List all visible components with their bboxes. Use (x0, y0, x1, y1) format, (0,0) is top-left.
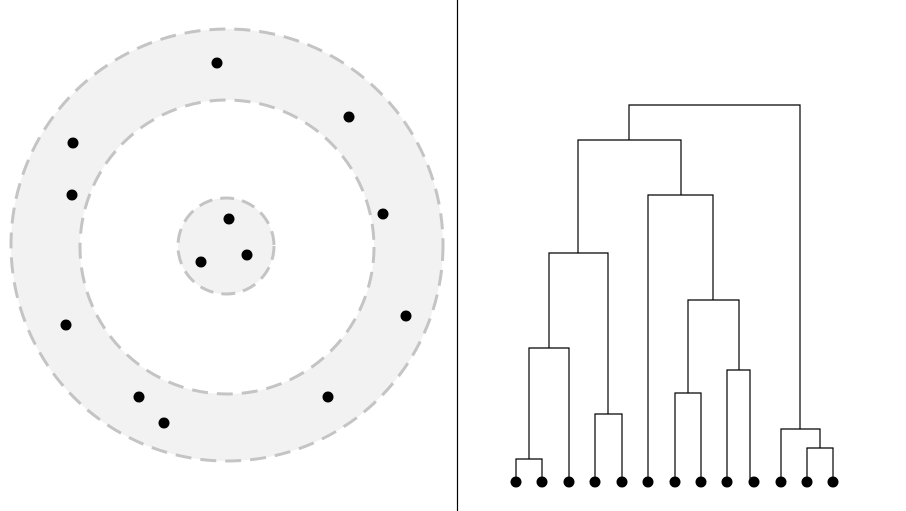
dendrogram-link (548, 252, 609, 414)
ring-point (66, 189, 78, 201)
dendrogram-link (674, 392, 702, 482)
cluster-scatter-panel (9, 27, 445, 463)
dendrogram-leaf (695, 476, 707, 488)
outer-ring-boundary (9, 27, 445, 463)
ring-point (400, 310, 412, 322)
ring-point (133, 391, 145, 403)
outer-ring-band (10, 29, 443, 461)
dendrogram-leaf (510, 476, 522, 488)
dendrogram-link (647, 194, 714, 482)
dendrogram-leaf (721, 476, 733, 488)
ring-point (60, 319, 72, 331)
dendrogram-panel (515, 104, 834, 482)
dendrogram-link (806, 447, 834, 482)
core-point (241, 249, 253, 261)
ring-point (322, 391, 334, 403)
dendrogram-link (726, 369, 751, 482)
ring-point (158, 417, 170, 429)
dendrogram-leaf (616, 476, 628, 488)
ring-point (343, 111, 355, 123)
dendrogram-leaf (589, 476, 601, 488)
dendrogram-leaf (669, 476, 681, 488)
dendrogram-link (687, 299, 740, 393)
ring-point (377, 208, 389, 220)
dendrogram-leaf (775, 476, 787, 488)
dendrogram-leaf (801, 476, 813, 488)
dendrogram-link (594, 413, 623, 482)
core-point (223, 213, 235, 225)
dendrogram-link (780, 428, 821, 482)
core-point (195, 256, 207, 268)
dendrogram-leaf (536, 476, 548, 488)
dendrogram-leaves (510, 476, 839, 488)
dendrogram-link (528, 347, 570, 482)
dendrogram-leaf (642, 476, 654, 488)
dendrogram-leaf (563, 476, 575, 488)
dendrogram-root-link (628, 104, 801, 429)
dendrogram-link (577, 139, 682, 253)
core-cluster-boundary (176, 196, 276, 296)
dendrogram-leaf (827, 476, 839, 488)
dendrogram-leaf (748, 476, 760, 488)
ring-point (211, 57, 223, 69)
ring-point (67, 137, 79, 149)
